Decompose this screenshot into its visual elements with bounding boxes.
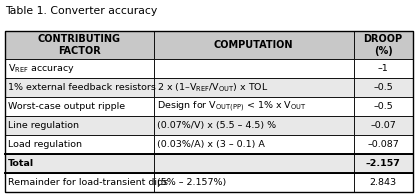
Text: Line regulation: Line regulation [8,121,79,130]
Text: CONTRIBUTING
FACTOR: CONTRIBUTING FACTOR [38,34,121,56]
Bar [354,173,413,192]
Text: –0.087: –0.087 [367,140,399,149]
Text: –0.5: –0.5 [373,83,393,92]
Bar [354,97,413,116]
Text: 2 x (1–V$_\mathregular{REF}$/V$_\mathregular{OUT}$) x TOL: 2 x (1–V$_\mathregular{REF}$/V$_\mathreg… [157,81,268,94]
Text: Table 1. Converter accuracy: Table 1. Converter accuracy [5,6,157,16]
Text: Total: Total [8,159,34,168]
Bar [154,154,354,173]
Text: DROOP
(%): DROOP (%) [364,34,403,56]
Text: Design for V$_\mathregular{OUT(PP)}$ < 1% x V$_\mathregular{OUT}$: Design for V$_\mathregular{OUT(PP)}$ < 1… [157,99,306,114]
Text: –0.07: –0.07 [370,121,396,130]
Text: (0.07%/V) x (5.5 – 4.5) %: (0.07%/V) x (5.5 – 4.5) % [157,121,276,130]
Text: Load regulation: Load regulation [8,140,82,149]
Bar [154,31,354,59]
Bar [354,116,413,135]
Bar [5,59,154,78]
Bar [154,59,354,78]
Text: –0.5: –0.5 [373,102,393,111]
Text: COMPUTATION: COMPUTATION [214,40,293,50]
Text: –1: –1 [378,64,389,73]
Bar [5,154,154,173]
Bar [154,135,354,154]
Bar [354,78,413,97]
Bar [5,135,154,154]
Bar [154,173,354,192]
Bar [354,59,413,78]
Bar [154,78,354,97]
Text: –2.157: –2.157 [366,159,401,168]
Text: V$_\mathregular{REF}$ accuracy: V$_\mathregular{REF}$ accuracy [8,62,75,75]
Text: (0.03%/A) x (3 – 0.1) A: (0.03%/A) x (3 – 0.1) A [157,140,265,149]
Bar [154,116,354,135]
Bar [5,173,154,192]
Bar [5,31,154,59]
Bar [354,154,413,173]
Bar [5,31,413,192]
Text: Worst-case output ripple: Worst-case output ripple [8,102,125,111]
Bar [5,78,154,97]
Text: 2.843: 2.843 [369,178,397,187]
Bar [354,31,413,59]
Text: 1% external feedback resistors: 1% external feedback resistors [8,83,156,92]
Bar [154,97,354,116]
Bar [354,135,413,154]
Text: (5% – 2.157%): (5% – 2.157%) [157,178,226,187]
Bar [5,97,154,116]
Text: Remainder for load-transient dips: Remainder for load-transient dips [8,178,168,187]
Bar [5,116,154,135]
